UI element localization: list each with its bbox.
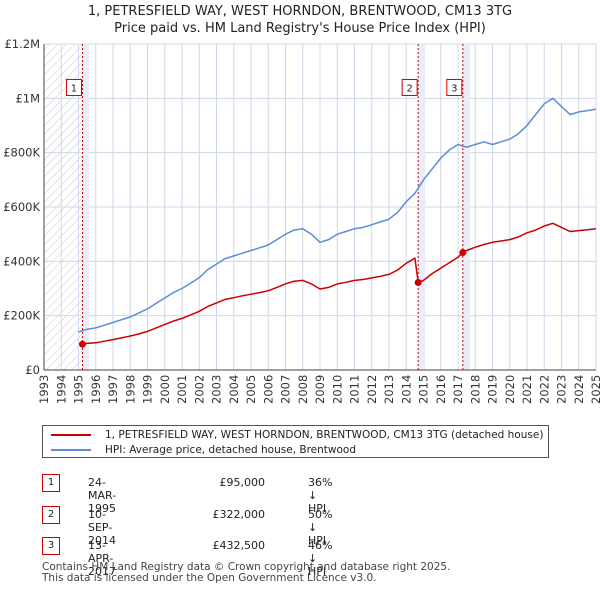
y-tick-label: £0 (25, 363, 40, 377)
marker-label-box (401, 78, 418, 96)
transaction-price: £95,000 (219, 476, 266, 489)
x-tick-label: 2006 (261, 375, 275, 404)
x-tick-label: 1995 (72, 375, 86, 404)
sale-point (414, 279, 422, 287)
x-tick-label: 2015 (417, 375, 431, 404)
sale-shade-band (418, 44, 426, 370)
x-tick-label: 2007 (279, 375, 293, 404)
y-tick-label: £400K (3, 254, 40, 268)
x-tick-label: 2016 (434, 375, 448, 404)
transaction-hpi-diff: 46% ↓ HPI (308, 539, 333, 578)
x-tick-label: 2011 (348, 375, 362, 404)
x-tick-label: 2003 (210, 375, 224, 404)
transaction-number-badge: 2 (42, 506, 60, 524)
x-tick-label: 2024 (572, 375, 586, 404)
sale-point (78, 340, 86, 348)
x-tick-label: 1996 (89, 375, 103, 404)
legend-red-line (51, 434, 91, 436)
x-tick-label: 2021 (520, 375, 534, 404)
footer-copyright: Contains HM Land Registry data © Crown c… (42, 561, 451, 573)
transaction-price: £322,000 (212, 508, 266, 521)
marker-label-box (65, 78, 82, 96)
y-tick-label: £800K (3, 146, 40, 160)
transaction-date: 10-SEP-2014 (88, 508, 116, 547)
legend-item-price-paid: 1, PETRESFIELD WAY, WEST HORNDON, BRENTW… (51, 427, 543, 443)
y-tick-label: £600K (3, 200, 40, 214)
footer-license: This data is licensed under the Open Gov… (42, 572, 377, 584)
sale-shade-band (82, 44, 89, 370)
transaction-date: 24-MAR-1995 (88, 476, 117, 515)
marker-label-text: 1 (71, 83, 77, 94)
x-tick-label: 2017 (451, 375, 465, 404)
legend-red-label: 1, PETRESFIELD WAY, WEST HORNDON, BRENTW… (105, 429, 544, 441)
x-tick-label: 1997 (106, 375, 120, 404)
x-tick-label: 2004 (227, 375, 241, 404)
x-tick-label: 2008 (296, 375, 310, 404)
legend-item-hpi: HPI: Average price, detached house, Bren… (51, 442, 356, 458)
chart-title-line1: 1, PETRESFIELD WAY, WEST HORNDON, BRENTW… (87, 4, 513, 19)
sale-shade-band (462, 44, 471, 370)
transaction-price: £432,500 (212, 539, 266, 552)
marker-label-box (446, 78, 463, 96)
transaction-date: 13-APR-2017 (88, 539, 116, 578)
x-tick-label: 2000 (158, 375, 172, 404)
chart-title-line2: Price paid vs. HM Land Registry's House … (114, 21, 486, 36)
x-tick-label: 2001 (175, 375, 189, 404)
x-tick-label: 1994 (54, 375, 68, 404)
hpi-series-line (78, 97, 596, 333)
transaction-hpi-diff: 50% ↓ HPI (308, 508, 333, 547)
x-tick-label: 1993 (37, 375, 51, 404)
y-tick-label: £1M (15, 91, 40, 105)
x-tick-label: 1999 (141, 375, 155, 404)
x-tick-label: 2025 (589, 375, 600, 404)
sale-point (459, 249, 467, 257)
x-tick-label: 2012 (365, 375, 379, 404)
y-tick-label: £200K (3, 309, 40, 323)
legend-blue-label: HPI: Average price, detached house, Bren… (105, 444, 356, 456)
x-tick-label: 2020 (503, 375, 517, 404)
transaction-hpi-diff: 36% ↓ HPI (308, 476, 333, 515)
x-tick-label: 2023 (555, 375, 569, 404)
x-tick-label: 2010 (330, 375, 344, 404)
transaction-number-badge: 3 (42, 537, 60, 555)
x-tick-label: 2005 (244, 375, 258, 404)
price-paid-series-line (82, 222, 596, 345)
x-tick-label: 2009 (313, 375, 327, 404)
transaction-number-badge: 1 (42, 474, 60, 492)
marker-label-text: 2 (406, 83, 412, 94)
marker-label-text: 3 (451, 83, 457, 94)
legend-blue-line (51, 449, 91, 451)
x-tick-label: 2013 (382, 375, 396, 404)
x-tick-label: 2014 (399, 375, 413, 404)
x-tick-label: 2018 (468, 375, 482, 404)
legend: 1, PETRESFIELD WAY, WEST HORNDON, BRENTW… (42, 425, 549, 458)
x-tick-label: 1998 (123, 375, 137, 404)
x-tick-label: 2019 (486, 375, 500, 404)
x-tick-label: 2002 (192, 375, 206, 404)
x-tick-label: 2022 (537, 375, 551, 404)
y-tick-label: £1.2M (4, 37, 40, 51)
